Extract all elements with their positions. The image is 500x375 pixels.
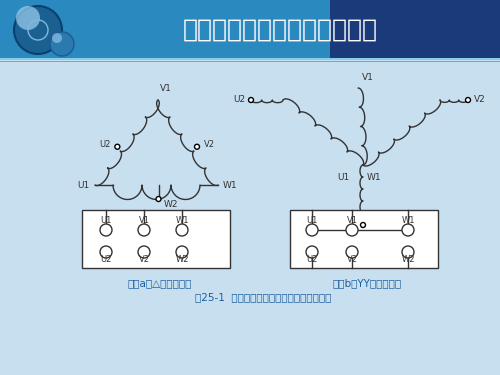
Text: V1: V1 <box>346 216 358 225</box>
Text: U2: U2 <box>100 255 112 264</box>
Circle shape <box>306 246 318 258</box>
Circle shape <box>100 224 112 236</box>
Circle shape <box>402 224 414 236</box>
Text: V1: V1 <box>138 216 149 225</box>
Bar <box>0 58 500 60</box>
Circle shape <box>50 32 74 56</box>
Circle shape <box>346 224 358 236</box>
Circle shape <box>100 246 112 258</box>
Text: 图25-1  三相双速异步电动机定子绕组接线图: 图25-1 三相双速异步电动机定子绕组接线图 <box>195 292 331 302</box>
Text: W1: W1 <box>223 180 238 189</box>
Circle shape <box>14 6 62 54</box>
Text: U1: U1 <box>78 180 90 189</box>
Text: V2: V2 <box>138 255 149 264</box>
Text: 三相双速异步电动机控制电路: 三相双速异步电动机控制电路 <box>182 18 378 42</box>
Bar <box>330 0 500 58</box>
Text: U2: U2 <box>233 96 245 105</box>
Text: W1: W1 <box>367 173 382 182</box>
Circle shape <box>138 246 150 258</box>
Text: W2: W2 <box>401 255 415 264</box>
Text: W2: W2 <box>368 229 382 238</box>
Text: V2: V2 <box>204 140 215 149</box>
Text: W2: W2 <box>176 255 189 264</box>
Circle shape <box>360 222 366 228</box>
Text: 图（a）△接（低速）: 图（a）△接（低速） <box>128 278 192 288</box>
Text: V2: V2 <box>346 255 358 264</box>
Circle shape <box>115 144 120 149</box>
Circle shape <box>138 224 150 236</box>
Circle shape <box>402 246 414 258</box>
Text: U1: U1 <box>100 216 112 225</box>
Circle shape <box>156 196 161 201</box>
Text: U2: U2 <box>99 140 110 149</box>
Circle shape <box>194 144 200 149</box>
Circle shape <box>306 224 318 236</box>
Circle shape <box>16 6 40 30</box>
Circle shape <box>346 246 358 258</box>
Circle shape <box>248 98 254 102</box>
Circle shape <box>176 246 188 258</box>
Text: W2: W2 <box>164 200 178 209</box>
Bar <box>0 61 500 62</box>
Text: V2: V2 <box>474 96 486 105</box>
Text: V1: V1 <box>362 73 374 82</box>
Text: W1: W1 <box>176 216 189 225</box>
Text: 图（b）YY接（高速）: 图（b）YY接（高速） <box>332 278 402 288</box>
Text: U1: U1 <box>337 173 349 182</box>
Bar <box>0 0 330 58</box>
Circle shape <box>176 224 188 236</box>
Text: U2: U2 <box>306 255 318 264</box>
Bar <box>290 210 438 268</box>
Circle shape <box>466 98 470 102</box>
Text: U1: U1 <box>306 216 318 225</box>
Text: W1: W1 <box>401 216 415 225</box>
Text: V1: V1 <box>160 84 172 93</box>
Bar <box>82 210 230 268</box>
Circle shape <box>52 33 62 43</box>
